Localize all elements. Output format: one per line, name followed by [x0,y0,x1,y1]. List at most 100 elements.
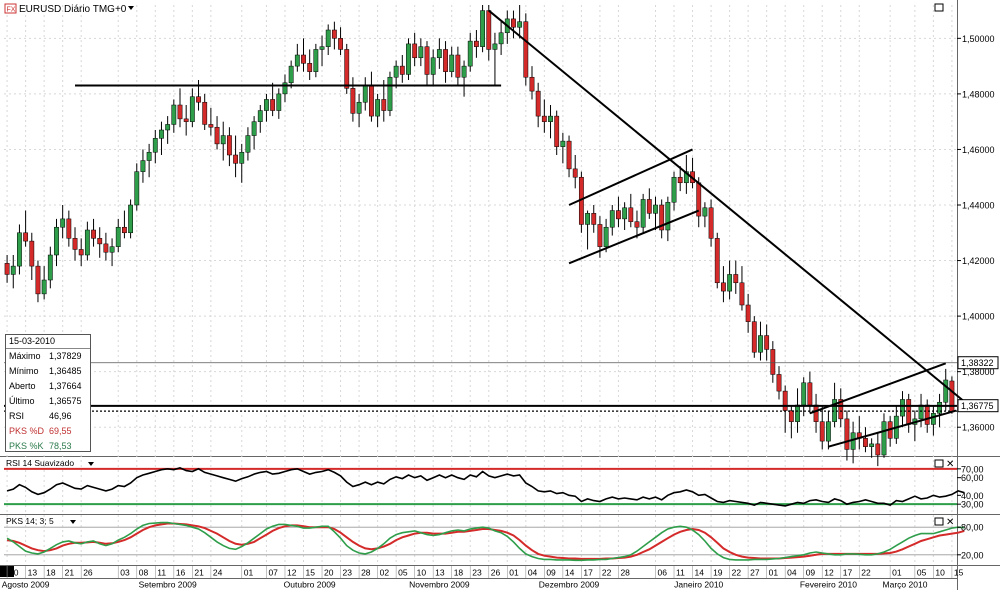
candle-body [264,99,269,111]
info-label: RSI [9,411,25,421]
day-label: 09 [546,568,556,578]
candle-body [474,40,479,47]
price-tick-label: 1,38000 [962,367,995,377]
pks-d-line [6,522,965,560]
candle-body [325,29,331,47]
trendline [809,362,947,415]
candle-body [183,118,189,122]
maximize-icon[interactable] [934,3,944,12]
candle-body [208,124,214,128]
candle-body [282,82,288,95]
chart-title[interactable]: EURUSD Diário TMG+0 [19,4,127,15]
candle-body [708,207,714,239]
info-value: 1,36575 [49,396,82,406]
candle-body [863,438,868,447]
info-value: 46,96 [49,411,72,421]
info-label: PKS %D [9,426,45,436]
candle-body [541,115,547,122]
day-label: 21 [194,568,204,578]
info-label: PKS %K [9,441,44,451]
day-label: 22 [732,568,742,578]
candle-body [54,226,59,256]
candle-body [375,99,381,117]
candle-body [97,238,103,245]
candle-body [140,160,146,172]
candle-body [4,263,10,275]
candle-body [406,43,411,75]
candle-body [813,404,819,422]
day-label: 15 [306,568,316,578]
day-label: 18 [454,568,464,578]
month-label: Setembro 2009 [139,580,197,590]
day-label: 17 [843,568,853,578]
info-value: 1,37829 [49,351,82,361]
month-label: Março 2010 [883,580,928,590]
day-label: 10 [417,568,427,578]
day-label: 21 [65,568,75,578]
candle-body [381,99,387,111]
candle-body [844,418,850,450]
candle-body [356,101,362,114]
price-tick-label: 1,48000 [962,89,995,99]
candle-body [770,349,776,375]
price-label-box [957,399,999,413]
candle-body [47,254,53,281]
price-tick-label: 1,46000 [962,145,995,155]
trendline [568,148,693,206]
day-label: 26 [83,568,93,578]
rsi-tick-label: 40,00 [961,491,984,501]
candle-body [159,129,164,139]
day-label: 27 [750,568,760,578]
candle-body [418,46,424,59]
day-label: 12 [824,568,834,578]
triangle-down-icon [70,520,76,524]
candle-body [41,279,47,295]
close-icon: ✕ [946,459,954,470]
trendline [568,209,700,265]
candle-body [560,140,566,147]
candle-body [78,249,84,256]
candle-body [270,99,276,111]
candle-body [257,110,263,122]
candle-body [819,421,825,442]
day-label: 12 [287,568,297,578]
candle-body [23,232,29,242]
candle-body [825,421,831,442]
price-tick-label: 1,50000 [962,34,995,44]
day-label: 18 [46,568,56,578]
candle-body [566,140,572,170]
candle-body [220,135,226,145]
candle-body [751,321,757,353]
month-label: Novembro 2009 [409,580,470,590]
day-label: 13 [435,568,445,578]
candle-body [10,265,16,275]
trendline [828,409,957,448]
info-row: PKS %D 69,55 [6,424,90,439]
candle-body [838,399,844,420]
candle-body [924,404,930,425]
candle-body [943,379,949,403]
candle-body [276,93,282,111]
info-value: 69,55 [49,426,72,436]
candle-body [918,404,924,420]
pks-tick-label: 80,00 [961,523,984,533]
triangle-down-icon[interactable] [128,6,134,10]
candle-body [189,96,195,122]
candle-body [609,210,615,228]
rsi-tick-label: 70,00 [961,464,984,474]
price-tick-label: 1,42000 [962,256,995,266]
info-row: RSI 46,96 [6,409,90,424]
candle-body [659,204,665,231]
day-label: 11 [676,568,685,578]
candle-body [288,65,294,84]
candle-body [721,282,726,292]
candle-body [35,265,41,295]
info-row: Mínimo 1,36485 [6,364,90,379]
pks-k-line [6,521,965,562]
day-label: 13 [28,568,38,578]
candle-body [245,135,251,153]
candle-body [430,57,436,75]
trendline [488,9,966,403]
rsi-title: RSI 14 Suavizado [6,458,74,468]
